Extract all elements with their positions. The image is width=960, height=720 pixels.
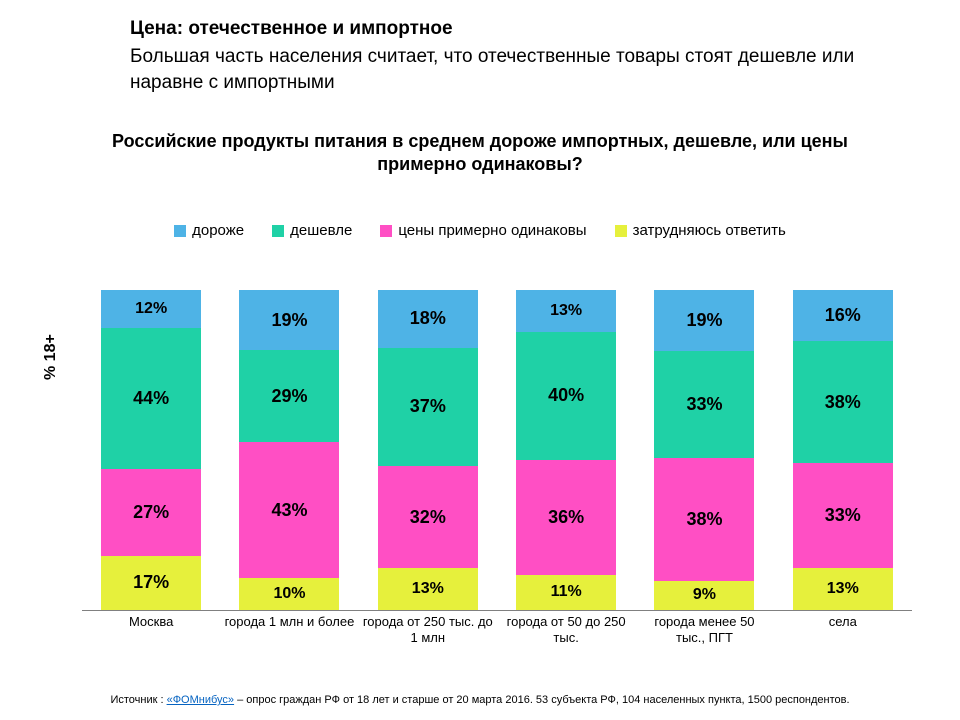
bar-segment-same: 33% bbox=[793, 463, 893, 569]
legend-label: затрудняюсь ответить bbox=[633, 222, 786, 239]
bar-segment-dk: 17% bbox=[101, 556, 201, 610]
source-note: Источник : «ФОМнибус» – опрос граждан РФ… bbox=[0, 694, 960, 706]
x-axis-label: города менее 50 тыс., ПГТ bbox=[639, 614, 769, 645]
bar-segment-less: 40% bbox=[516, 332, 616, 460]
bar-stack: 10%43%29%19% bbox=[239, 290, 339, 610]
bar-column: 11%36%40%13% bbox=[506, 290, 626, 610]
bar-segment-more: 19% bbox=[654, 290, 754, 351]
chart-area: 17%27%44%12%10%43%29%19%13%32%37%18%11%3… bbox=[82, 270, 912, 611]
bar-segment-less: 29% bbox=[239, 350, 339, 442]
legend-item: дороже bbox=[174, 222, 244, 239]
bar-segment-more: 16% bbox=[793, 290, 893, 341]
bar-segment-same: 27% bbox=[101, 469, 201, 555]
bar-segment-same: 36% bbox=[516, 460, 616, 575]
legend-label: дороже bbox=[192, 222, 244, 239]
bars-container: 17%27%44%12%10%43%29%19%13%32%37%18%11%3… bbox=[82, 270, 912, 610]
bar-stack: 17%27%44%12% bbox=[101, 290, 201, 610]
source-suffix: – опрос граждан РФ от 18 лет и старше от… bbox=[234, 694, 850, 706]
bar-stack: 11%36%40%13% bbox=[516, 290, 616, 610]
legend-item: затрудняюсь ответить bbox=[615, 222, 786, 239]
x-axis-label: села bbox=[778, 614, 908, 645]
bar-segment-dk: 10% bbox=[239, 578, 339, 610]
x-axis-label: Москва bbox=[86, 614, 216, 645]
bar-segment-same: 32% bbox=[378, 466, 478, 568]
source-prefix: Источник : bbox=[110, 694, 166, 706]
legend-label: дешевле bbox=[290, 222, 352, 239]
bar-segment-more: 19% bbox=[239, 290, 339, 350]
bar-column: 10%43%29%19% bbox=[229, 290, 349, 610]
bar-segment-same: 38% bbox=[654, 458, 754, 581]
bar-segment-less: 37% bbox=[378, 348, 478, 466]
slide-title: Цена: отечественное и импортное bbox=[130, 18, 930, 40]
bar-segment-dk: 13% bbox=[793, 568, 893, 610]
legend-swatch bbox=[174, 225, 186, 237]
bar-segment-same: 43% bbox=[239, 442, 339, 578]
chart-question: Российские продукты питания в среднем до… bbox=[0, 130, 960, 177]
bar-segment-dk: 11% bbox=[516, 575, 616, 610]
x-axis-label: города 1 млн и более bbox=[224, 614, 354, 645]
bar-segment-dk: 9% bbox=[654, 581, 754, 610]
bar-column: 17%27%44%12% bbox=[91, 290, 211, 610]
legend-swatch bbox=[272, 225, 284, 237]
header: Цена: отечественное и импортное Большая … bbox=[0, 0, 960, 105]
bar-segment-more: 18% bbox=[378, 290, 478, 348]
bar-segment-less: 44% bbox=[101, 328, 201, 469]
legend-item: дешевле bbox=[272, 222, 352, 239]
bar-segment-more: 12% bbox=[101, 290, 201, 328]
bar-stack: 13%32%37%18% bbox=[378, 290, 478, 610]
bar-segment-dk: 13% bbox=[378, 568, 478, 610]
legend-item: цены примерно одинаковы bbox=[380, 222, 586, 239]
y-axis-label: % 18+ bbox=[42, 334, 60, 380]
x-axis-labels: Москва города 1 млн и более города от 250 … bbox=[82, 614, 912, 645]
bar-segment-more: 13% bbox=[516, 290, 616, 332]
bar-stack: 13%33%38%16% bbox=[793, 290, 893, 610]
bar-column: 13%32%37%18% bbox=[368, 290, 488, 610]
chart-legend: дороже дешевле цены примерно одинаковы затр… bbox=[0, 222, 960, 239]
bar-column: 9%38%33%19% bbox=[644, 290, 764, 610]
legend-swatch bbox=[380, 225, 392, 237]
bar-column: 13%33%38%16% bbox=[783, 290, 903, 610]
bar-stack: 9%38%33%19% bbox=[654, 290, 754, 610]
legend-label: цены примерно одинаковы bbox=[398, 222, 586, 239]
legend-swatch bbox=[615, 225, 627, 237]
x-axis-label: города от 250 тыс. до 1 млн bbox=[363, 614, 493, 645]
bar-segment-less: 38% bbox=[793, 341, 893, 463]
source-link[interactable]: «ФОМнибус» bbox=[167, 694, 234, 706]
bar-segment-less: 33% bbox=[654, 351, 754, 458]
slide-subtitle: Большая часть населения считает, что оте… bbox=[130, 44, 930, 95]
x-axis-label: города от 50 до 250 тыс. bbox=[501, 614, 631, 645]
